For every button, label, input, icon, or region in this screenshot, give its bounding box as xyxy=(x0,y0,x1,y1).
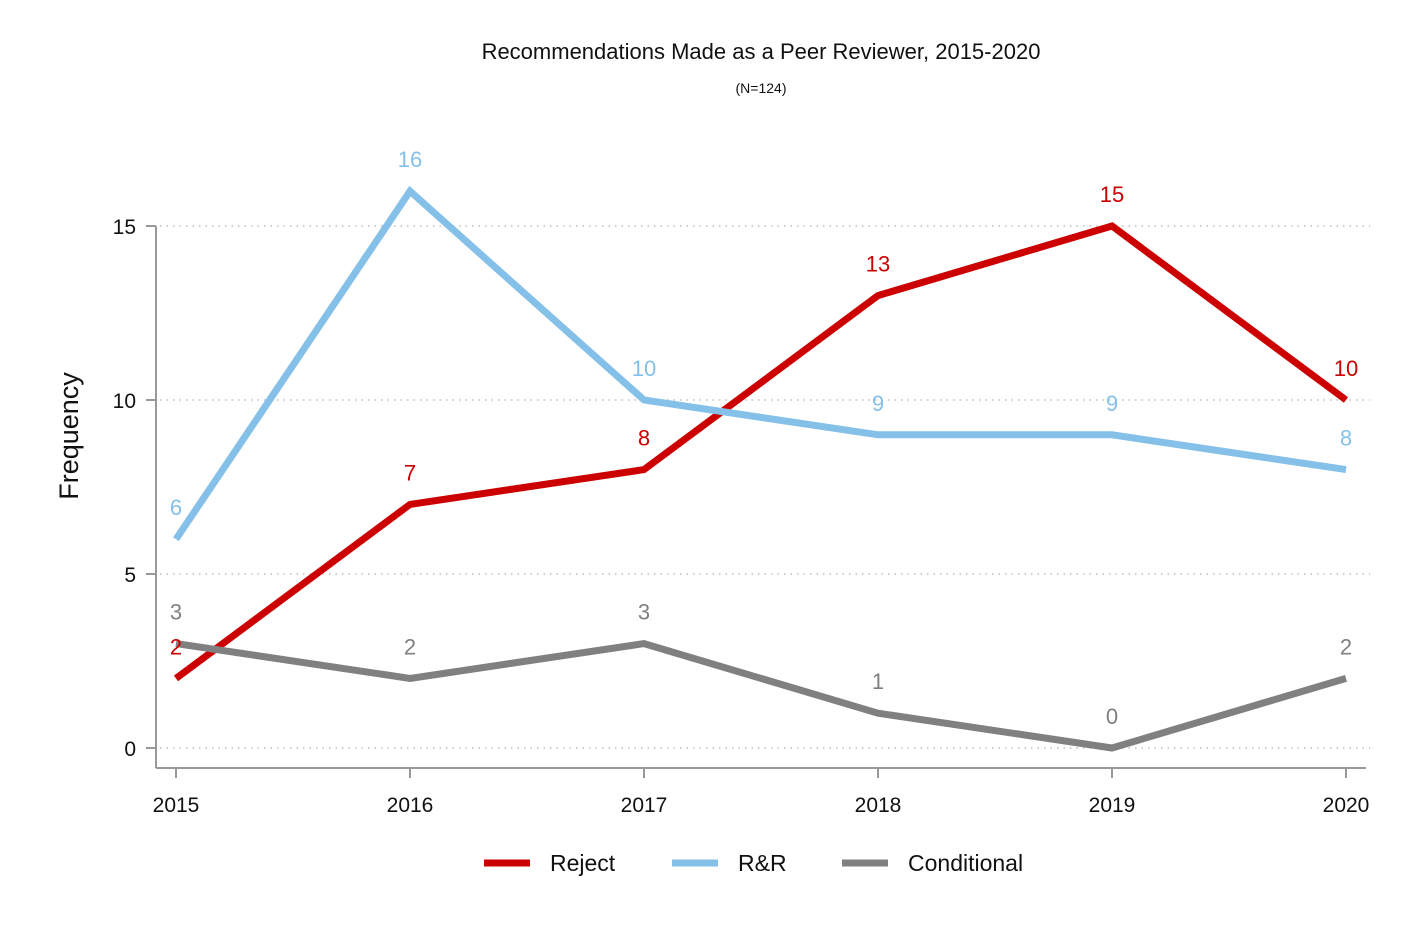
data-label-reject: 10 xyxy=(1334,356,1358,381)
legend: Reject R&R Conditional xyxy=(484,850,1023,876)
chart-title: Recommendations Made as a Peer Reviewer,… xyxy=(482,39,1041,64)
series-line-reject xyxy=(173,222,1349,682)
series-line-r-r xyxy=(173,185,1347,542)
data-label-r-r: 10 xyxy=(632,356,656,381)
data-label-reject: 7 xyxy=(404,460,416,485)
x-tick-label: 2018 xyxy=(855,794,902,817)
y-tick-label: 15 xyxy=(113,216,136,239)
chart-subtitle: (N=124) xyxy=(736,80,787,96)
legend-label-reject: Reject xyxy=(550,850,616,876)
data-label-reject: 8 xyxy=(638,426,650,451)
grid-layer xyxy=(160,225,1370,749)
x-tick-label: 2015 xyxy=(153,794,200,817)
data-label-r-r: 9 xyxy=(1106,391,1118,416)
data-label-conditional: 3 xyxy=(638,600,650,625)
data-label-r-r: 8 xyxy=(1340,426,1352,451)
data-label-conditional: 2 xyxy=(404,634,416,659)
y-tick-label: 10 xyxy=(113,390,136,413)
data-label-conditional: 2 xyxy=(1340,634,1352,659)
x-tick-label: 2016 xyxy=(387,794,434,817)
y-tick-label: 0 xyxy=(124,738,136,761)
legend-label-conditional: Conditional xyxy=(908,850,1023,876)
x-tick-label: 2020 xyxy=(1323,794,1370,817)
y-axis-title: Frequency xyxy=(54,372,84,500)
series-layer xyxy=(173,185,1349,752)
data-label-r-r: 9 xyxy=(872,391,884,416)
x-tick-label: 2017 xyxy=(621,794,668,817)
data-label-r-r: 16 xyxy=(398,147,422,172)
x-tick-label: 2019 xyxy=(1089,794,1136,817)
legend-label-r-r: R&R xyxy=(738,850,787,876)
data-label-reject: 15 xyxy=(1100,182,1124,207)
y-tick-label: 5 xyxy=(124,564,136,587)
data-label-conditional: 0 xyxy=(1106,704,1118,729)
data-label-conditional: 3 xyxy=(170,600,182,625)
data-label-reject: 2 xyxy=(170,634,182,659)
data-label-r-r: 6 xyxy=(170,495,182,520)
data-label-reject: 13 xyxy=(866,252,890,277)
series-line-conditional xyxy=(175,640,1347,752)
data-label-conditional: 1 xyxy=(872,669,884,694)
